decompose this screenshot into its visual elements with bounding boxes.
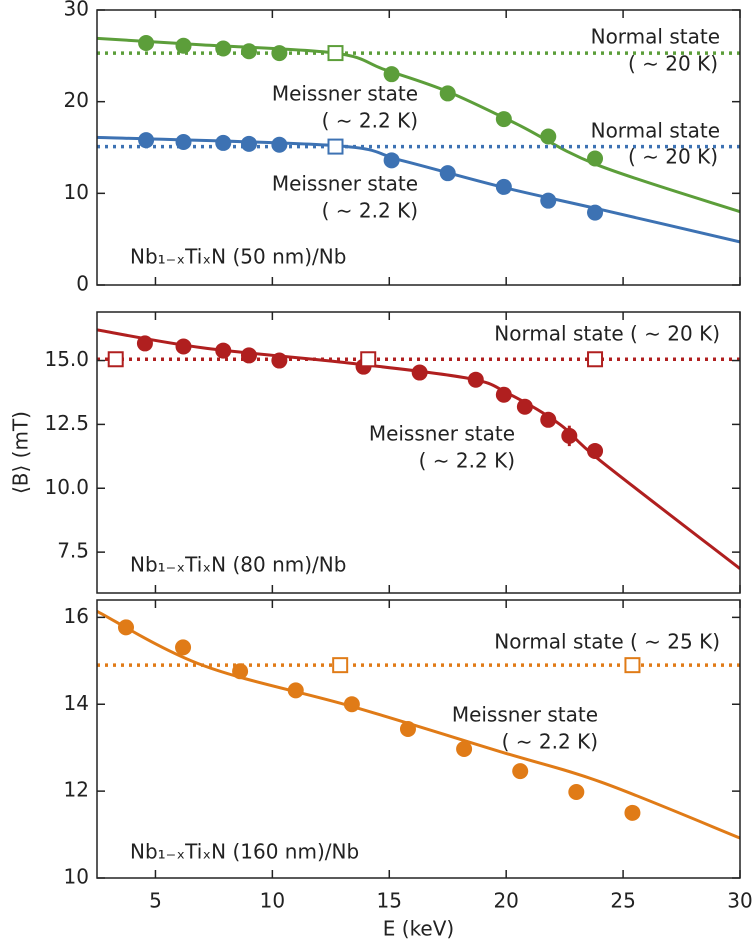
data-point [411, 364, 428, 381]
y-tick-label: 7.5 [57, 539, 89, 563]
x-tick-label: 25 [610, 889, 635, 913]
data-point [232, 663, 249, 680]
y-tick-label: 10 [64, 865, 89, 889]
data-point [587, 442, 604, 459]
annotation: Nb₁₋ₓTiₓN (80 nm)/Nb [130, 553, 346, 577]
data-point [512, 763, 529, 780]
y-tick-label: 0 [76, 272, 89, 296]
y-tick-label: 12 [64, 778, 89, 802]
y-tick-label: 20 [64, 88, 89, 112]
data-point [467, 371, 484, 388]
data-point [175, 639, 192, 656]
data-point [439, 165, 456, 182]
data-point [495, 111, 512, 128]
y-tick-label: 10 [64, 180, 89, 204]
axes-frame [96, 9, 741, 286]
annotation: ( ∼ 20 K) [628, 145, 718, 169]
annotation: ( ∼ 2.2 K) [502, 730, 598, 754]
data-point [561, 427, 578, 444]
normal-state-point [327, 45, 344, 62]
data-point [240, 43, 257, 60]
y-axis-label: ⟨B⟩ (mT) [9, 411, 33, 494]
annotation: ( ∼ 20 K) [628, 52, 718, 76]
y-tick-label: 15.0 [44, 347, 89, 371]
axes-frame [96, 311, 741, 594]
data-point [383, 152, 400, 169]
data-point [587, 150, 604, 167]
data-point [439, 85, 456, 102]
data-point [568, 783, 585, 800]
data-point [240, 135, 257, 152]
x-tick-label: 15 [377, 889, 402, 913]
data-point [175, 338, 192, 355]
normal-state-point [624, 657, 641, 674]
annotation: ( ∼ 2.2 K) [419, 449, 515, 473]
axes-frame [96, 599, 741, 879]
data-point [495, 178, 512, 195]
annotation: ( ∼ 2.2 K) [322, 109, 418, 133]
data-point [587, 204, 604, 221]
data-point [271, 352, 288, 369]
data-point [456, 740, 473, 757]
data-point [215, 40, 232, 57]
data-point [624, 804, 641, 821]
y-tick-label: 12.5 [44, 411, 89, 435]
x-tick-label: 30 [727, 889, 752, 913]
data-point [240, 347, 257, 364]
data-point [540, 411, 557, 428]
y-tick-label: 10.0 [44, 475, 89, 499]
data-point [540, 192, 557, 209]
plot-area [97, 609, 740, 840]
x-axis-label: E (keV) [383, 917, 454, 941]
annotation: Normal state ( ∼ 20 K) [494, 322, 720, 346]
y-tick-label: 14 [64, 691, 89, 715]
data-point [399, 721, 416, 738]
annotation: Normal state [591, 25, 720, 49]
normal-state-point [587, 351, 604, 368]
annotation: Meissner state [452, 703, 598, 727]
data-point [175, 134, 192, 150]
panel: 10 12 14 16 5 10 15 20 25 30 Normal state ( ∼ 25 K… [64, 599, 753, 941]
data-point [540, 128, 557, 145]
data-point [343, 696, 360, 713]
annotation: Normal state [591, 119, 720, 143]
data-point [215, 134, 232, 151]
annotation: Meissner state [272, 172, 418, 196]
x-tick-label: 5 [149, 889, 162, 913]
y-tick-label: 30 [64, 0, 89, 21]
data-point [117, 619, 134, 636]
fit-curve [97, 609, 740, 840]
panel: 7.5 10.0 12.5 15.0 Normal state ( ∼ 20 K) Mei… [9, 311, 741, 594]
data-point [516, 398, 533, 415]
data-point [136, 335, 153, 352]
data-point [287, 682, 304, 699]
fit-curve [97, 135, 740, 244]
annotation: Nb₁₋ₓTiₓN (50 nm)/Nb [130, 245, 346, 269]
annotation: ( ∼ 2.2 K) [322, 199, 418, 223]
data-point [495, 386, 512, 403]
data-point [175, 37, 192, 54]
normal-state-point [107, 351, 124, 368]
x-tick-label: 20 [493, 889, 518, 913]
x-tick-label: 10 [260, 889, 285, 913]
data-point [271, 45, 288, 62]
annotation: Meissner state [369, 422, 515, 446]
annotation: Nb₁₋ₓTiₓN (160 nm)/Nb [130, 840, 359, 864]
data-point [383, 66, 400, 83]
data-point [271, 136, 288, 153]
annotation: Normal state ( ∼ 25 K) [494, 630, 720, 654]
data-point [138, 35, 155, 51]
data-point [138, 132, 155, 149]
annotation: Meissner state [272, 82, 418, 106]
normal-state-point [332, 657, 349, 674]
normal-state-point [360, 351, 377, 368]
normal-state-point [327, 138, 344, 155]
data-point [215, 342, 232, 359]
y-tick-label: 16 [64, 604, 89, 628]
